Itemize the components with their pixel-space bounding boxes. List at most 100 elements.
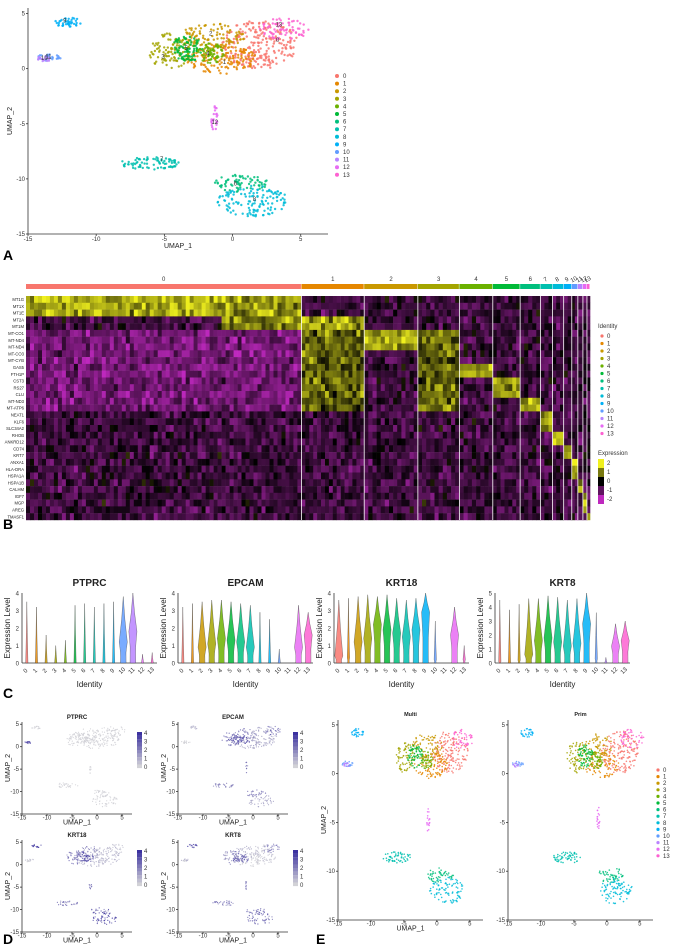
heatmap-cell (105, 370, 111, 378)
heatmap-cell (384, 438, 390, 446)
heatmap-cell (317, 302, 322, 310)
heatmap-cell (508, 296, 513, 303)
heatmap-cell (181, 384, 186, 392)
heatmap-cell (587, 438, 591, 446)
heatmap-cell (574, 418, 579, 426)
heatmap-cell (73, 425, 79, 432)
heatmap-cell (305, 431, 310, 439)
heatmap-cell (273, 336, 278, 344)
heatmap-cell (121, 384, 127, 392)
heatmap-cell (417, 370, 423, 378)
heatmap-cell (430, 425, 435, 432)
heatmap-cell (508, 377, 513, 385)
umap-point (226, 67, 230, 70)
heatmap-cell (157, 431, 162, 439)
heatmap-cell (113, 363, 119, 371)
heatmap-cell (293, 309, 298, 317)
heatmap-cell (348, 431, 353, 439)
heatmap-cell (113, 411, 119, 419)
heatmap-cell (512, 357, 517, 365)
heatmap-cell (193, 391, 198, 398)
heatmap-cell (577, 316, 584, 324)
group-label: 13 (584, 276, 593, 285)
heatmap-cell (81, 438, 87, 446)
heatmap-cell (455, 329, 460, 337)
umap-point (269, 36, 272, 40)
heatmap-cell (89, 418, 95, 426)
heatmap-cell (492, 357, 497, 365)
heatmap-cell (125, 336, 131, 344)
heatmap-cell (393, 411, 398, 419)
heatmap-cell (301, 323, 306, 331)
heatmap-cell (356, 438, 361, 446)
heatmap-cell (368, 425, 373, 432)
heatmap-cell (121, 370, 127, 378)
umap-point (250, 178, 254, 182)
umap-point (267, 22, 270, 25)
heatmap-cell (504, 296, 509, 303)
heatmap-cell (413, 309, 419, 317)
heatmap-cell (571, 438, 576, 446)
heatmap-cell (225, 397, 230, 405)
heatmap-cell (273, 452, 278, 460)
heatmap-cell (328, 458, 334, 466)
heatmap-cell (524, 363, 529, 371)
heatmap-cell (560, 343, 564, 351)
heatmap-cell (245, 465, 250, 473)
heatmap-cell (309, 336, 314, 344)
heatmap-cell (577, 343, 584, 351)
heatmap-cell (81, 418, 87, 426)
umap-point (237, 188, 240, 191)
heatmap-cell (77, 472, 83, 480)
umap-point (249, 60, 253, 63)
heatmap-cell (426, 391, 431, 398)
heatmap-cell (245, 323, 250, 331)
umap-point (69, 25, 72, 28)
heatmap-cell (451, 309, 456, 317)
heatmap-cell (125, 302, 131, 310)
heatmap-cell (524, 336, 529, 344)
heatmap-cell (113, 302, 119, 310)
heatmap-cell (563, 438, 569, 446)
heatmap-cell (451, 411, 456, 419)
heatmap-cell (317, 411, 322, 419)
heatmap-cell (512, 323, 517, 331)
heatmap-cell (217, 425, 222, 432)
heatmap-cell (340, 458, 345, 466)
heatmap-cell (109, 316, 115, 324)
heatmap-cell (117, 418, 123, 426)
heatmap-cell (520, 425, 525, 432)
heatmap-cell (389, 431, 394, 439)
heatmap-cell (269, 350, 274, 358)
heatmap-cell (26, 296, 31, 303)
heatmap-cell (65, 404, 71, 412)
heatmap-cell (552, 323, 557, 331)
heatmap-cell (38, 363, 43, 371)
heatmap-cell (145, 370, 150, 378)
umap-point (193, 65, 197, 68)
heatmap-cell (587, 370, 591, 378)
heatmap-cell (49, 472, 55, 480)
heatmap-cell (409, 445, 414, 453)
heatmap-cell (137, 458, 143, 466)
umap-point (193, 40, 196, 44)
heatmap-cell (352, 323, 357, 331)
heatmap-cell (413, 425, 419, 432)
heatmap-cell (384, 370, 390, 378)
heatmap-cell (536, 458, 541, 466)
heatmap-cell (438, 418, 444, 426)
heatmap-cell (488, 445, 494, 453)
heatmap-cell (269, 316, 274, 324)
heatmap-cell (496, 397, 501, 405)
umap-point (145, 159, 148, 162)
umap-point (164, 59, 167, 62)
heatmap-cell (422, 363, 427, 371)
heatmap-cell (161, 391, 166, 398)
heatmap-cell (434, 336, 439, 344)
heatmap-cell (488, 384, 494, 392)
umap-point (215, 33, 219, 37)
heatmap-cell (405, 411, 410, 419)
umap-point (252, 44, 255, 47)
heatmap-cell (480, 411, 485, 419)
heatmap-cell (245, 309, 250, 317)
